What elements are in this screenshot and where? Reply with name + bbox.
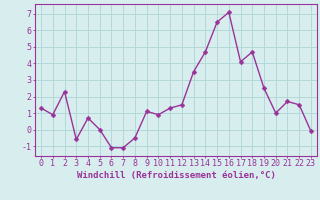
X-axis label: Windchill (Refroidissement éolien,°C): Windchill (Refroidissement éolien,°C) [76, 171, 276, 180]
